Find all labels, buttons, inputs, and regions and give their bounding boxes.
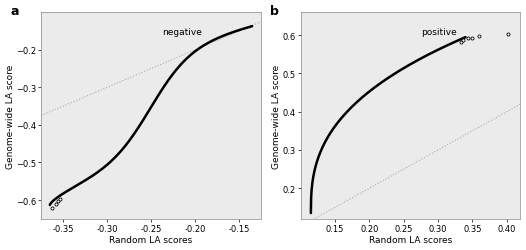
Text: a: a — [11, 5, 19, 18]
Text: b: b — [270, 5, 279, 18]
Text: negative: negative — [162, 28, 202, 36]
Text: positive: positive — [421, 28, 457, 36]
X-axis label: Random LA scores: Random LA scores — [369, 236, 452, 244]
X-axis label: Random LA scores: Random LA scores — [109, 236, 193, 244]
Y-axis label: Genome-wide LA score: Genome-wide LA score — [272, 64, 281, 168]
Y-axis label: Genome-wide LA score: Genome-wide LA score — [6, 64, 15, 168]
